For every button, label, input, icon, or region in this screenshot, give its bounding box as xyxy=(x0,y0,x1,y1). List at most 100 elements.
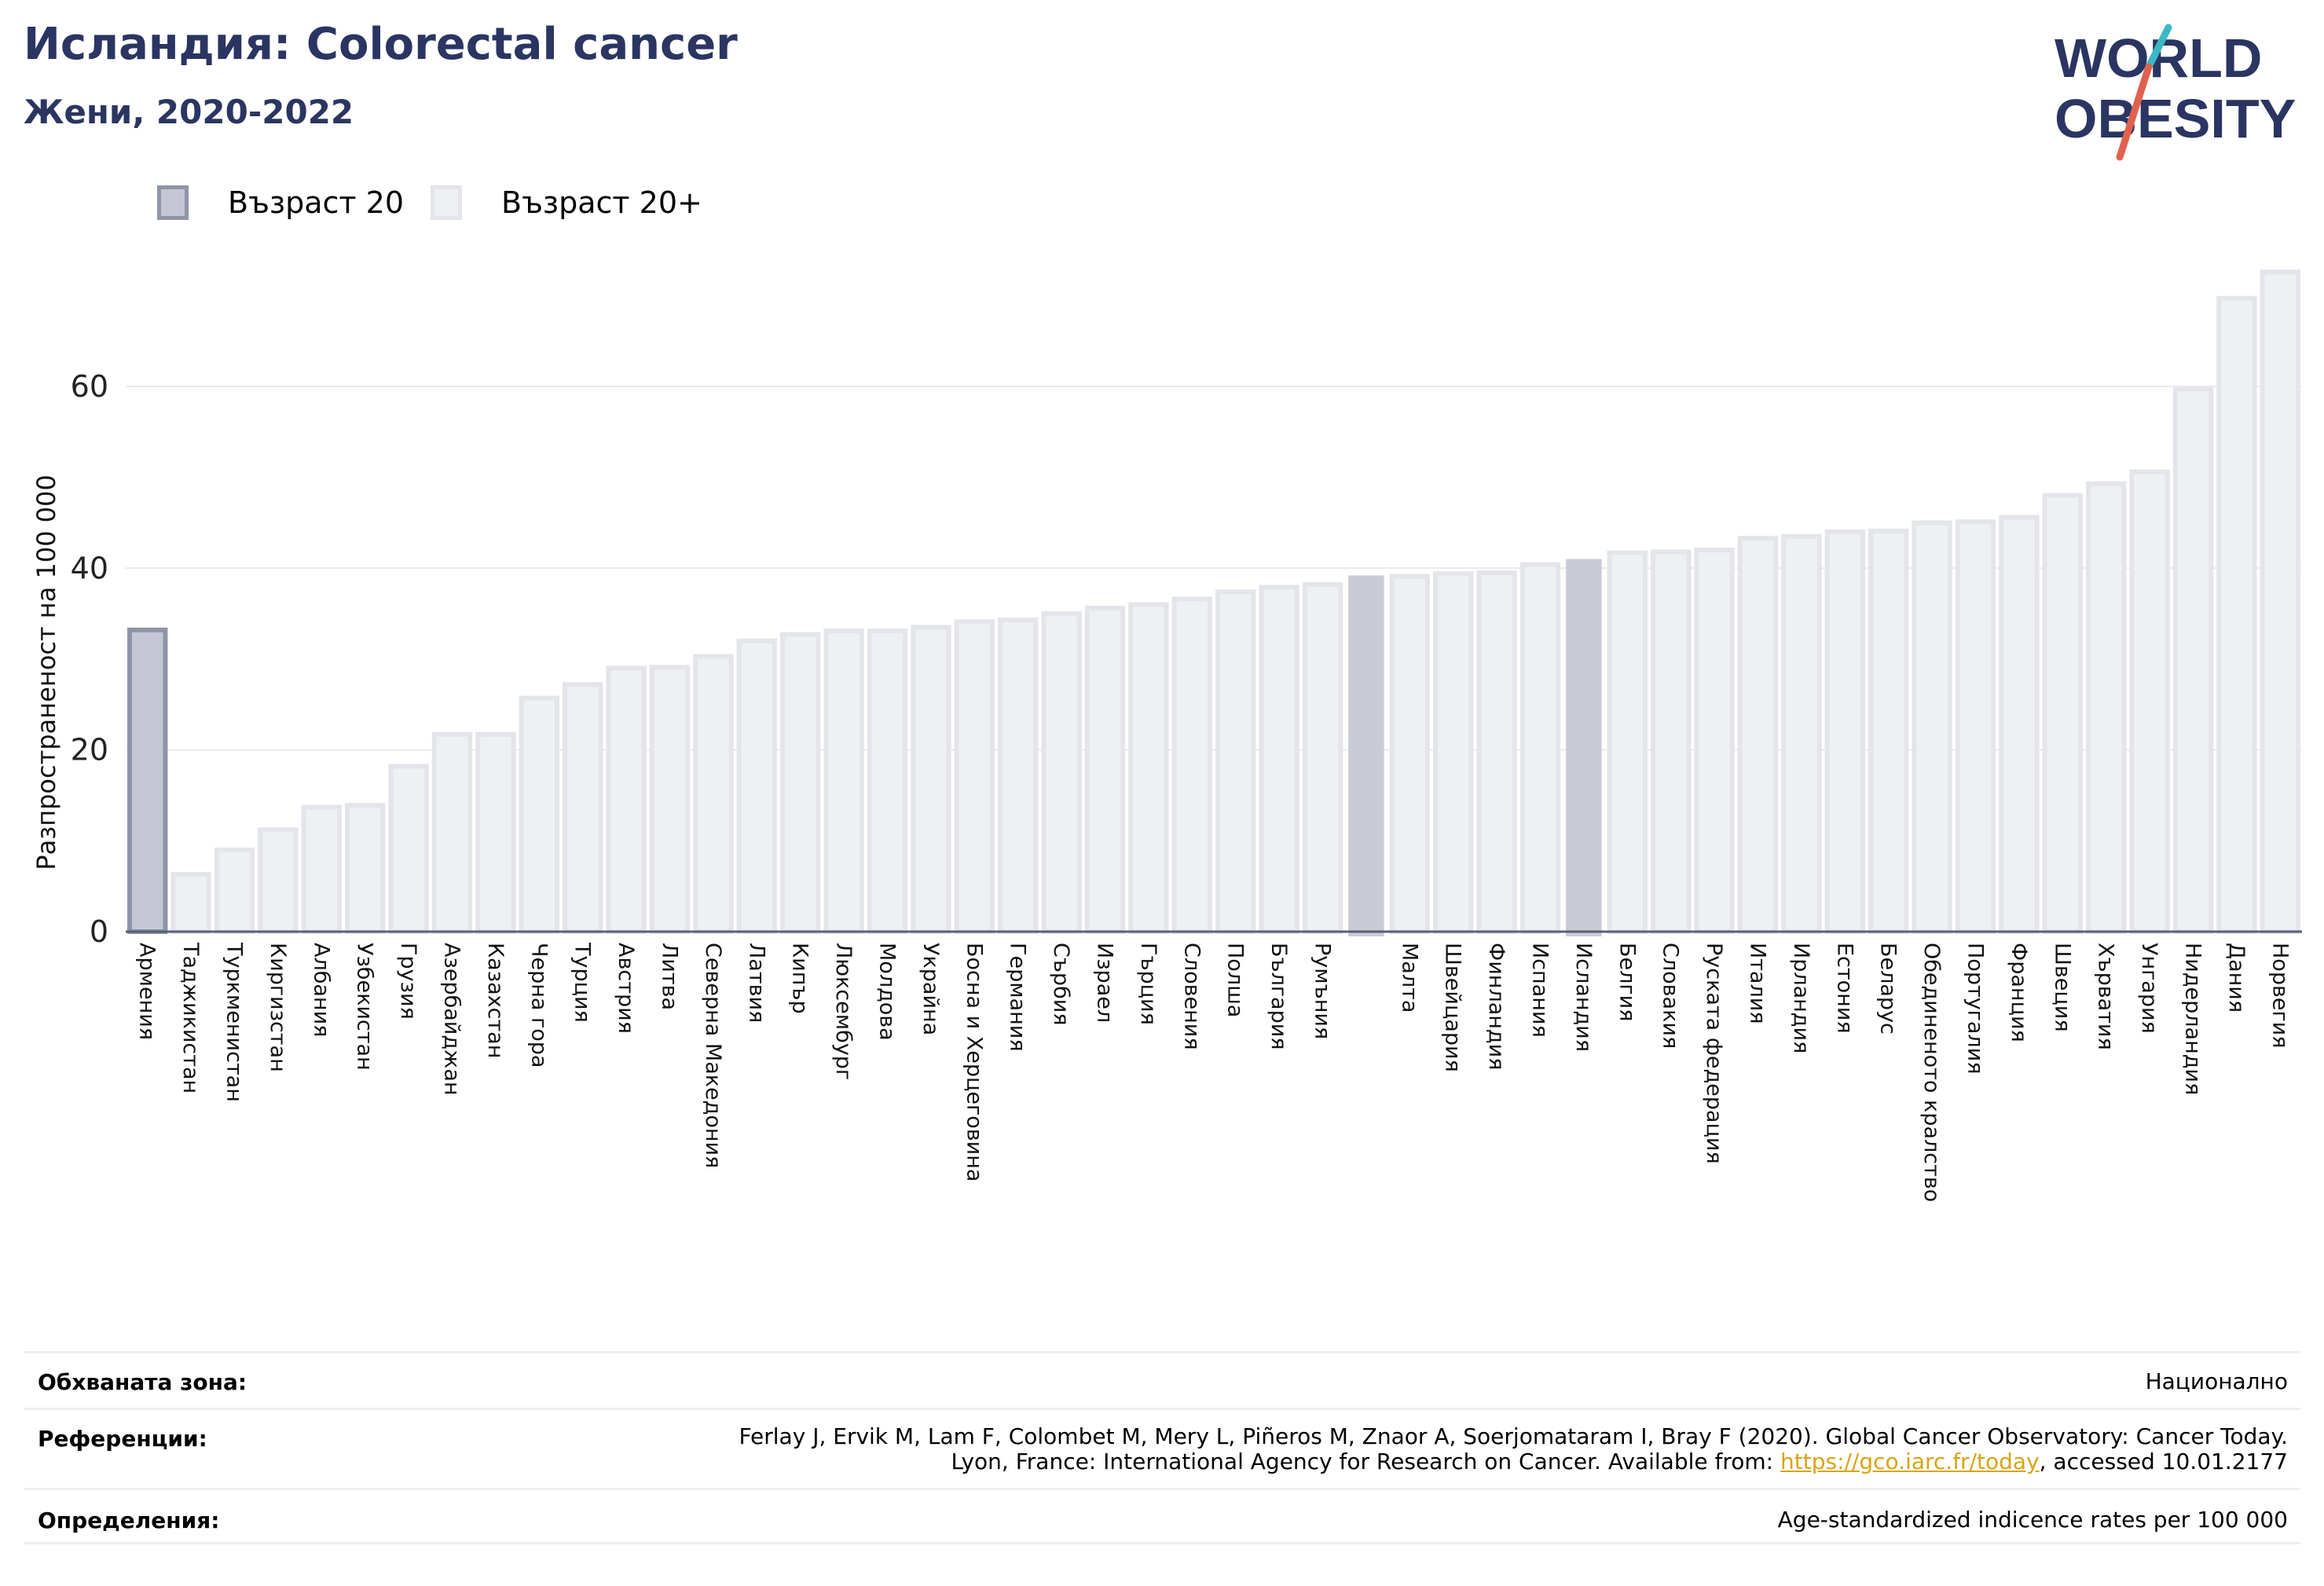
references-line2-post: , accessed 10.01.2177 xyxy=(2039,1449,2288,1474)
bar xyxy=(562,682,603,935)
references-link[interactable]: https://gco.iarc.fr/today xyxy=(1780,1449,2040,1474)
x-tick-label: Швеция xyxy=(2050,943,2074,1032)
footer-coverage-row: Обхваната зона: Национално xyxy=(24,1351,2300,1408)
x-tick-label: Естония xyxy=(1832,943,1857,1034)
x-tick-label: Полша xyxy=(1223,943,1248,1017)
x-tick-label: Узбекистан xyxy=(353,943,377,1071)
footer-references-row: Референции: Ferlay J, Ervik M, Lam F, Co… xyxy=(24,1408,2300,1488)
bar xyxy=(1737,536,1779,934)
bar xyxy=(475,731,516,934)
logo-line1: WORLD xyxy=(2055,27,2262,89)
x-tick-label: Киргизстан xyxy=(266,943,290,1072)
legend-item-age-20[interactable]: Възраст 20 xyxy=(157,185,404,220)
references-line2: Lyon, France: International Agency for R… xyxy=(739,1449,2288,1474)
bar xyxy=(1171,596,1213,934)
bar xyxy=(693,654,734,934)
footer-definitions-row: Определения: Age-standardized indicence … xyxy=(24,1488,2300,1544)
x-tick-label: Исландия xyxy=(1571,943,1596,1052)
x-tick-label: България xyxy=(1266,943,1291,1050)
bar xyxy=(2042,493,2084,934)
x-tick-label: Северна Македония xyxy=(701,943,725,1168)
x-tick-label: Люксембург xyxy=(831,943,856,1080)
bar xyxy=(1302,582,1343,934)
bar xyxy=(1128,602,1169,934)
bar xyxy=(1955,519,1996,935)
bar xyxy=(1607,550,1648,934)
x-tick-label: Туркменистан xyxy=(222,942,247,1102)
chart-subtitle: Жени, 2020-2022 xyxy=(24,93,354,131)
x-tick-label: Латвия xyxy=(744,943,768,1023)
x-tick-label: Малта xyxy=(1397,943,1421,1013)
bar xyxy=(1084,606,1126,934)
y-tick-label: 60 xyxy=(71,369,108,404)
chart-title: Исландия: Colorectal cancer xyxy=(24,19,738,70)
x-tick-label: Турция xyxy=(570,942,595,1023)
bar xyxy=(301,804,343,935)
x-tick-label: Белгия xyxy=(1615,943,1639,1021)
logo-slash-top xyxy=(2145,24,2172,71)
references-line2-pre: Lyon, France: International Agency for R… xyxy=(951,1449,1780,1474)
legend-swatch-age-20-plus xyxy=(431,185,462,220)
x-tick-label: Таджикистан xyxy=(178,942,203,1093)
x-tick-label: Гърция xyxy=(1136,943,1160,1025)
bar xyxy=(1519,562,1561,934)
chart-legend: Възраст 20 Възраст 20+ xyxy=(157,179,729,226)
x-tick-label: Словения xyxy=(1179,943,1204,1050)
x-tick-label: Беларус xyxy=(1876,943,1901,1035)
coverage-value: Национално xyxy=(2145,1368,2288,1394)
x-tick-label: Обединеното кралство xyxy=(1919,943,1944,1202)
bar xyxy=(1999,515,2040,934)
bar xyxy=(867,628,908,934)
references-label: Референции: xyxy=(38,1426,207,1452)
bar xyxy=(606,665,647,934)
bar xyxy=(2260,269,2301,935)
x-tick-label: Кипър xyxy=(788,943,812,1014)
y-tick-label: 0 xyxy=(90,914,108,949)
legend-label-age-20-plus: Възраст 20+ xyxy=(501,185,702,220)
bar xyxy=(388,764,429,934)
bar xyxy=(344,803,386,934)
x-tick-label: Черна гора xyxy=(526,943,551,1068)
x-tick-label: Руската федерация xyxy=(1702,943,1726,1164)
y-axis-label: Разпространеност на 100 000 xyxy=(31,474,61,870)
bar xyxy=(1041,611,1082,934)
bar xyxy=(170,872,211,935)
y-tick-label: 40 xyxy=(71,551,108,585)
definitions-value: Age-standardized indicence rates per 100… xyxy=(1777,1507,2288,1533)
x-tick-label: Израел xyxy=(1093,943,1117,1023)
x-tick-label: Литва xyxy=(658,943,682,1010)
x-tick-label: Казахстан xyxy=(483,943,508,1058)
x-tick-label: Азербайджан xyxy=(440,943,464,1096)
world-obesity-logo: WORLD OBESITY xyxy=(2055,24,2296,161)
bar xyxy=(1650,549,1692,934)
bar xyxy=(258,827,299,934)
legend-swatch-age-20 xyxy=(157,185,189,220)
bar xyxy=(2216,295,2257,934)
x-tick-label: Дания xyxy=(2224,943,2249,1013)
y-tick-label: 20 xyxy=(71,733,108,767)
bar xyxy=(1912,520,1952,934)
x-tick-label: Швейцария xyxy=(1441,943,1465,1072)
bar xyxy=(1566,559,1602,936)
x-tick-label: Австрия xyxy=(614,943,638,1034)
x-tick-label: Сърбия xyxy=(1049,943,1073,1026)
references-line1: Ferlay J, Ervik M, Lam F, Colombet M, Me… xyxy=(739,1423,2288,1449)
bar xyxy=(1781,533,1822,934)
bar xyxy=(1868,528,1909,934)
legend-label-age-20: Възраст 20 xyxy=(228,185,404,220)
bar xyxy=(2172,386,2214,935)
bar xyxy=(911,625,951,934)
x-tick-label: Грузия xyxy=(396,943,420,1020)
bar xyxy=(823,628,864,934)
bar xyxy=(736,638,778,934)
bar xyxy=(1348,575,1384,936)
bar xyxy=(1389,573,1431,934)
x-tick-label: Словакия xyxy=(1659,943,1683,1049)
logo-slash-bottom xyxy=(2116,63,2153,161)
x-tick-label: Италия xyxy=(1746,943,1770,1024)
bar xyxy=(214,847,255,935)
x-tick-label: Хърватия xyxy=(2094,943,2118,1050)
bar xyxy=(1694,548,1735,934)
bar xyxy=(431,731,473,934)
legend-item-age-20-plus[interactable]: Възраст 20+ xyxy=(431,185,702,220)
